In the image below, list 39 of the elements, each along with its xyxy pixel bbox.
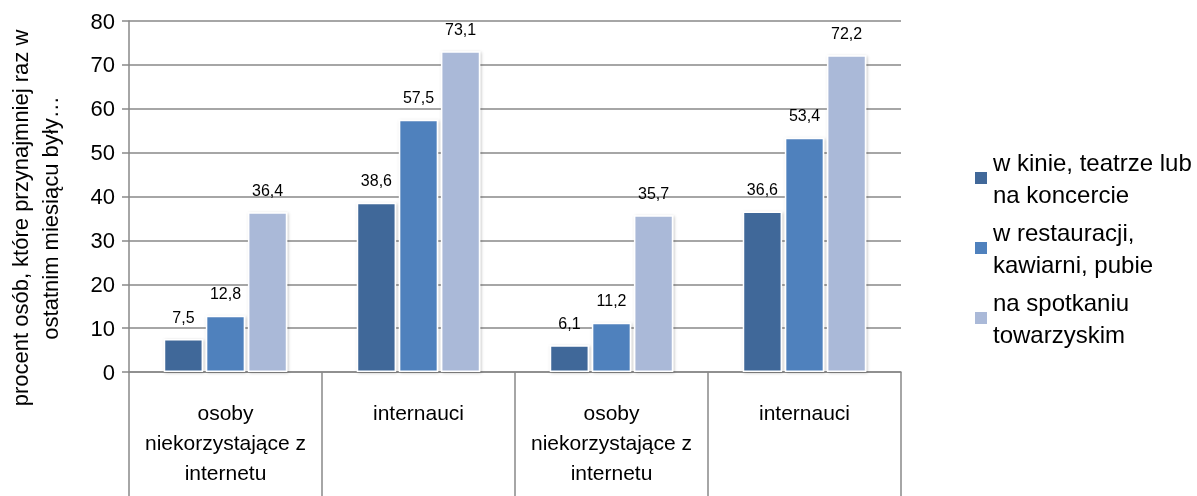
bar [591,322,632,372]
data-label: 57,5 [402,89,435,107]
bar [784,137,825,372]
y-tick-label: 40 [90,184,115,209]
bar [549,345,590,372]
bar [205,315,246,372]
y-tick-label: 20 [90,271,115,297]
x-tick-label: osoby niekorzystające z internetu [144,400,307,484]
bar [826,55,867,372]
bar [163,339,204,372]
data-label: 72,2 [831,24,863,42]
y-tick-label: 30 [90,227,115,253]
data-label: 38,6 [360,172,393,190]
data-label: 35,7 [638,184,670,202]
y-tick-label: 70 [90,52,115,78]
bar [742,211,783,372]
data-label: 53,4 [788,107,821,125]
data-label: 12,8 [209,285,242,303]
bar [440,51,481,372]
data-label: 11,2 [596,292,627,310]
bar [633,215,674,372]
bar [356,202,397,372]
x-tick-label: osoby niekorzystające z internetu [530,400,693,484]
x-tick-label: internauci [372,400,465,424]
x-tick-label: internauci [758,400,851,424]
data-label: 36,4 [252,181,284,199]
y-tick-label: 50 [90,140,115,166]
y-tick-label: 80 [90,8,115,34]
data-label: 7,5 [172,308,195,326]
data-label: 36,6 [746,180,779,198]
legend-label: na spotkaniu towarzyskim [993,288,1130,348]
y-tick-label: 0 [102,359,115,385]
bar [247,212,288,372]
y-tick-label: 60 [90,96,115,122]
bar [398,119,439,372]
data-label: 73,1 [445,20,477,38]
y-tick-label: 10 [90,315,115,341]
y-axis-title: procent osób, które przynajmniej raz w ostatnim miesiącu były… [7,29,63,407]
data-label: 6,1 [558,314,581,332]
